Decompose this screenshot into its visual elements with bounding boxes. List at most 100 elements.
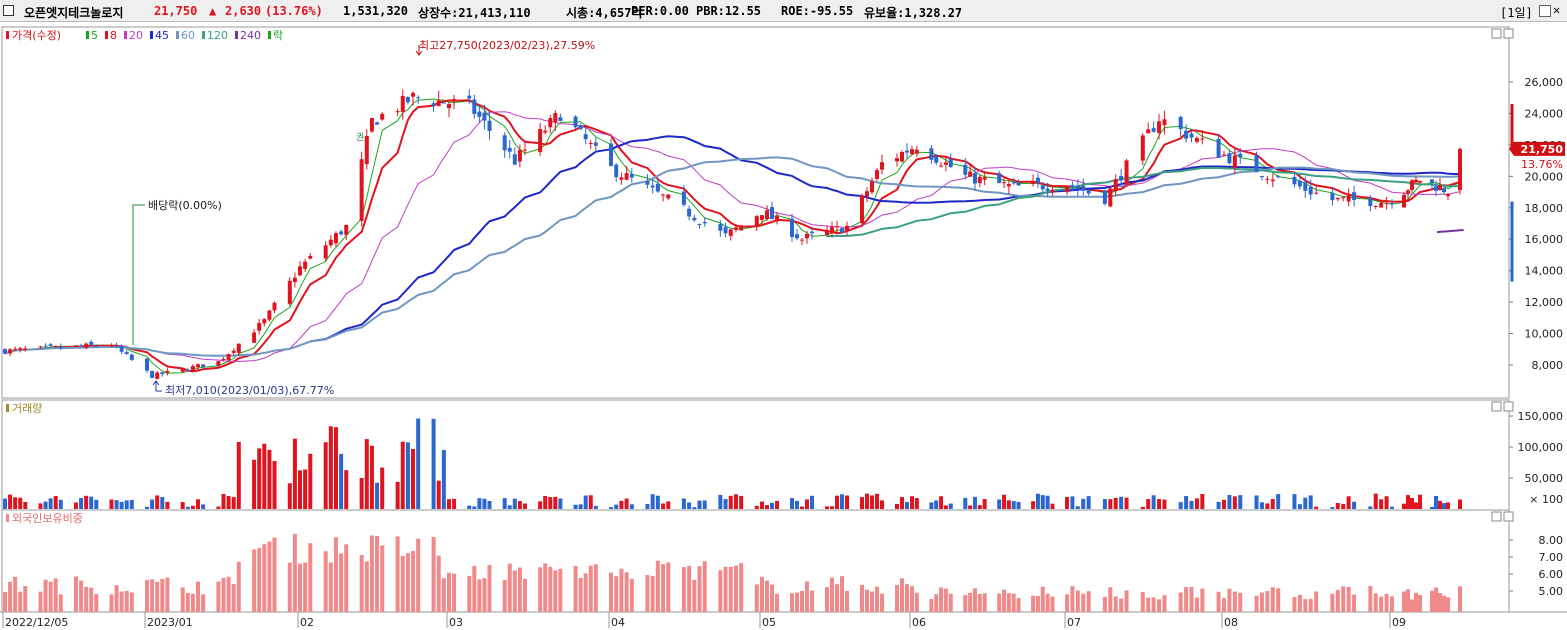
candle-body xyxy=(150,370,155,378)
candle-body xyxy=(1162,119,1167,126)
volume-panel-close-button[interactable] xyxy=(1503,401,1514,412)
foreign-ratio-bar xyxy=(333,537,338,612)
candle-body xyxy=(1178,116,1183,130)
volume-bar xyxy=(825,506,829,509)
candle-body xyxy=(1045,188,1050,191)
volume-bar xyxy=(287,483,292,509)
foreign-ratio-bar xyxy=(472,565,477,612)
foreign-ratio-bar xyxy=(400,555,405,612)
candle-body xyxy=(333,233,338,244)
volume-bar xyxy=(895,503,899,509)
foreign-ratio-bar xyxy=(84,586,89,612)
price-panel-minimize-button[interactable] xyxy=(1491,28,1502,39)
foreign-panel-minimize-button[interactable] xyxy=(1491,511,1502,522)
candle-body xyxy=(467,95,472,99)
candle-body xyxy=(666,194,671,199)
candle-body xyxy=(18,348,23,350)
volume-bar xyxy=(645,503,650,509)
candle-body xyxy=(728,229,733,236)
maximize-button[interactable] xyxy=(1539,5,1551,17)
volume-bar xyxy=(810,495,814,509)
foreign-ratio-bar xyxy=(1194,597,1199,612)
foreign-ratio-bar xyxy=(58,594,63,612)
x-axis-label: 08 xyxy=(1224,616,1238,629)
candle-body xyxy=(292,277,297,283)
legend-ma-45: 45 xyxy=(155,29,169,42)
foreign-ratio-bar xyxy=(1335,589,1340,612)
volume-bar xyxy=(1146,499,1151,509)
foreign-ratio-bar xyxy=(512,570,517,612)
volume-bar xyxy=(578,504,583,509)
foreign-axis-tick: 7.00 xyxy=(1539,551,1564,564)
volume-bar xyxy=(165,501,170,509)
foreign-ratio-bar xyxy=(221,577,226,612)
candle-body xyxy=(507,147,512,152)
candle-body xyxy=(298,266,302,276)
volume-bar xyxy=(1390,506,1394,509)
foreign-ratio-bar xyxy=(323,551,328,612)
candle-body xyxy=(583,134,588,140)
volume-bar xyxy=(292,438,297,509)
foreign-ratio-bar xyxy=(411,551,416,612)
candle-body xyxy=(1430,179,1434,183)
volume-bar xyxy=(114,500,119,509)
volume-bar xyxy=(13,497,18,509)
volume-bar xyxy=(880,500,884,509)
volume-bar xyxy=(1157,499,1162,509)
price-tag-bg xyxy=(1509,141,1565,156)
volume-bar xyxy=(53,496,58,509)
volume-bar xyxy=(1292,494,1297,509)
volume-bar xyxy=(1232,496,1237,509)
candle-body xyxy=(609,143,613,166)
volume-bar xyxy=(298,470,302,509)
candle-body xyxy=(895,158,899,162)
volume-bar xyxy=(1406,495,1410,509)
price-panel-close-button[interactable] xyxy=(1503,28,1514,39)
foreign-ratio-bar xyxy=(38,591,43,612)
foreign-ratio-bar xyxy=(1276,588,1281,612)
foreign-ratio-bar xyxy=(765,580,769,612)
volume-bar xyxy=(1314,506,1319,509)
candle-body xyxy=(810,231,814,234)
volume-bar xyxy=(1438,500,1442,509)
price-axis-tick: 12,000 xyxy=(1525,296,1564,309)
candle-body xyxy=(431,103,436,106)
legend-marker xyxy=(6,404,9,412)
candle-body xyxy=(880,162,884,170)
volume-bar xyxy=(1222,499,1226,509)
candle-body xyxy=(1276,176,1281,178)
volume-bar xyxy=(840,494,844,509)
chart-canvas[interactable]: 26,00024,00022,00020,00018,00016,00014,0… xyxy=(0,22,1567,630)
volume-bar xyxy=(687,502,692,509)
candle-body xyxy=(553,113,558,123)
candle-body xyxy=(380,113,385,120)
volume-bar xyxy=(323,442,328,509)
volume-panel-minimize-button[interactable] xyxy=(1491,401,1502,412)
price-axis-tick: 24,000 xyxy=(1525,107,1564,120)
close-button[interactable]: ✕ xyxy=(1553,3,1561,17)
volume-bar xyxy=(452,498,457,509)
foreign-panel-close-button[interactable] xyxy=(1503,511,1514,522)
foreign-ratio-bar xyxy=(1227,588,1232,612)
candle-body xyxy=(939,165,944,167)
foreign-ratio-bar xyxy=(1031,595,1036,612)
candle-body xyxy=(1270,179,1275,182)
price-axis-tick: 14,000 xyxy=(1525,265,1564,278)
candle-body xyxy=(339,231,344,235)
foreign-ratio-bar xyxy=(739,563,744,612)
annotation-low: 최저7,010(2023/01/03),67.77% xyxy=(165,384,334,397)
foreign-ratio-bar xyxy=(880,593,884,612)
candle-body xyxy=(1011,182,1016,184)
candle-body xyxy=(1065,186,1069,193)
foreign-ratio-bar xyxy=(1373,593,1378,612)
volume-bar xyxy=(1254,495,1259,509)
candle-body xyxy=(38,346,43,348)
candle-body xyxy=(185,370,190,372)
foreign-ratio-bar xyxy=(165,577,170,612)
foreign-ratio-bar xyxy=(905,584,909,612)
volume-bar xyxy=(830,506,834,509)
volume-bar xyxy=(1011,501,1016,509)
stock-name[interactable]: 오픈엣지테크놀로지 xyxy=(24,6,124,20)
period-selector[interactable]: [1일] xyxy=(1500,6,1533,20)
candle-body xyxy=(487,120,492,131)
